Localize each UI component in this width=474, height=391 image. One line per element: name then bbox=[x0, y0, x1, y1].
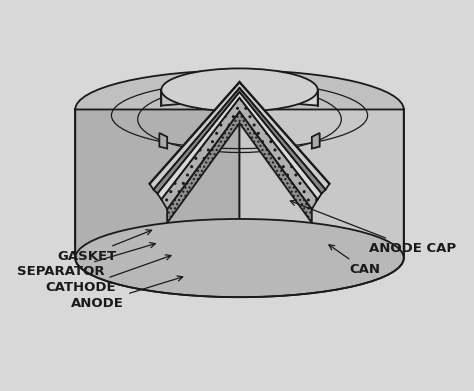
Polygon shape bbox=[167, 111, 312, 223]
Text: CATHODE: CATHODE bbox=[46, 255, 171, 294]
Polygon shape bbox=[75, 109, 239, 258]
Polygon shape bbox=[239, 90, 318, 106]
Polygon shape bbox=[157, 92, 322, 199]
Polygon shape bbox=[150, 82, 329, 190]
Text: GASKET: GASKET bbox=[57, 230, 152, 263]
Polygon shape bbox=[159, 133, 167, 149]
Polygon shape bbox=[161, 98, 318, 209]
Text: ANODE: ANODE bbox=[71, 276, 183, 310]
Ellipse shape bbox=[75, 219, 404, 297]
Polygon shape bbox=[239, 109, 404, 258]
Text: SEPARATOR: SEPARATOR bbox=[17, 242, 155, 278]
Ellipse shape bbox=[75, 70, 404, 149]
Polygon shape bbox=[154, 88, 326, 194]
Polygon shape bbox=[312, 133, 319, 149]
Text: CAN: CAN bbox=[329, 245, 380, 276]
Text: ANODE CAP: ANODE CAP bbox=[290, 200, 456, 255]
Polygon shape bbox=[161, 90, 239, 106]
Ellipse shape bbox=[161, 68, 318, 111]
